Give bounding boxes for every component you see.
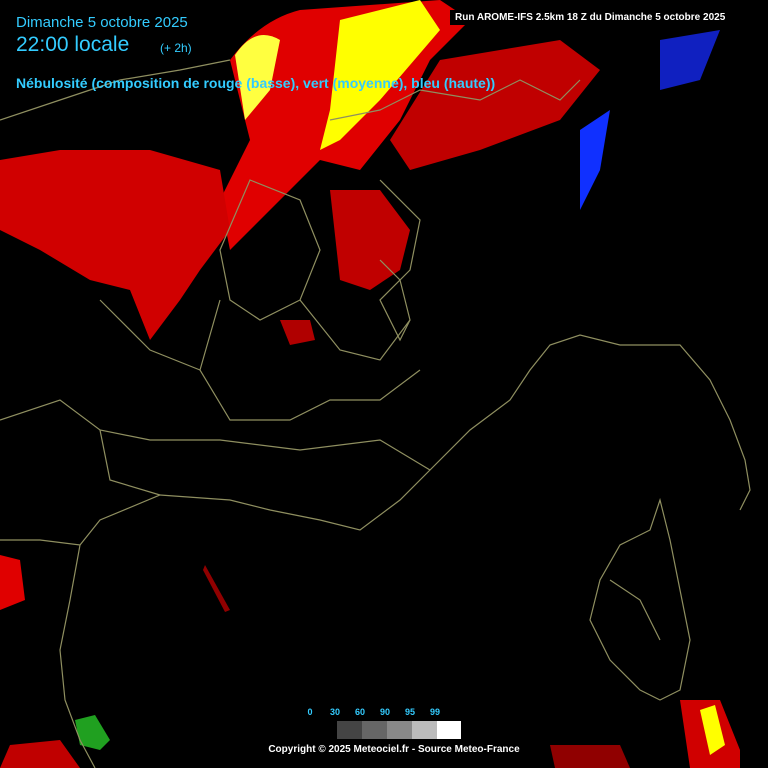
legend-tick: 30	[329, 707, 340, 717]
legend-tick: 0	[307, 707, 313, 717]
legend-tick: 99	[429, 707, 440, 717]
date: Dimanche 5 octobre 2025	[16, 14, 188, 31]
legend-box	[337, 721, 362, 739]
legend-tick: 60	[354, 707, 365, 717]
legend-box	[437, 721, 461, 739]
legend-tick: 95	[404, 707, 415, 717]
lead-time: (+ 2h)	[160, 41, 192, 55]
legend-box	[387, 721, 412, 739]
borders	[0, 59, 751, 768]
legend-tick: 90	[379, 707, 390, 717]
clouds	[0, 0, 740, 768]
run-info: Run AROME-IFS 2.5km 18 Z du Dimanche 5 o…	[450, 10, 731, 25]
legend-box	[362, 721, 387, 739]
time: 22:00 locale	[16, 33, 130, 56]
legend-scale	[337, 721, 461, 739]
description: Nébulosité (composition de rouge (basse)…	[16, 75, 496, 91]
legend-box	[412, 721, 437, 739]
footer: Copyright © 2025 Meteociel.fr - Source M…	[268, 744, 520, 755]
